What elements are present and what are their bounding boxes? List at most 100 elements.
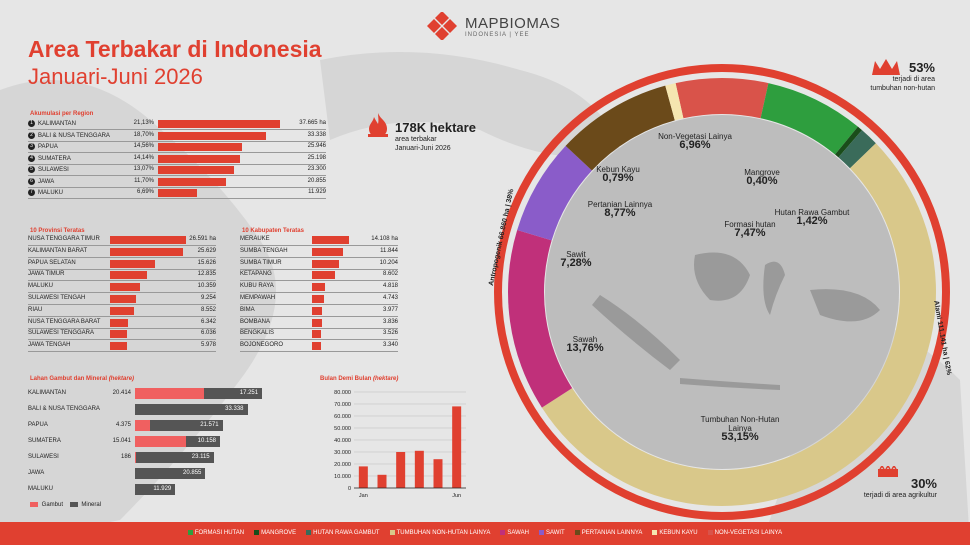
regency-value: 4.743 xyxy=(382,295,398,301)
peat-row-label: KALIMANTAN xyxy=(28,390,66,396)
province-value: 9.254 xyxy=(200,295,216,301)
province-row-label: JAWA TIMUR xyxy=(28,271,65,278)
donut-label: Sawah 13,76% xyxy=(545,335,625,354)
monthly-y-tick: 50.000 xyxy=(334,426,351,432)
region-name: PAPUA xyxy=(38,144,58,151)
region-rank-badge: 2 xyxy=(28,131,35,139)
map-island xyxy=(680,378,780,390)
regency-row-label: BOMBANA xyxy=(240,318,271,325)
peat-bar-mineral xyxy=(203,388,263,399)
regency-row-label: MERAUKE xyxy=(240,236,270,242)
footer-legend-label: SAWAH xyxy=(507,530,529,537)
region-name: SUMATERA xyxy=(38,155,71,162)
region-value: 23.300 xyxy=(307,166,326,172)
peat-legend-mineral-swatch xyxy=(69,502,78,507)
province-row-rule xyxy=(28,256,216,258)
province-row-rule xyxy=(28,315,216,317)
region-value: 25.198 xyxy=(307,154,326,161)
peat-value-gambut: 20.414 xyxy=(112,390,131,396)
regency-value: 3.836 xyxy=(382,318,398,325)
province-bar xyxy=(110,271,147,280)
mapbiomas-logo-icon xyxy=(427,12,457,40)
footer-legend-swatch xyxy=(389,530,395,536)
peat-value-gambut: 15.041 xyxy=(112,438,131,444)
peat-value-mineral: 10.158 xyxy=(197,438,217,444)
province-row-rule xyxy=(28,304,216,305)
province-row-rule xyxy=(28,292,216,294)
peat-bar-gambut xyxy=(135,436,186,447)
footer-legend-swatch xyxy=(538,530,544,536)
region-name: BALI & NUSA TENGGARA xyxy=(38,132,110,139)
regency-row-label: SUMBA TIMUR xyxy=(240,259,282,266)
peat-row-label: PAPUA xyxy=(28,422,48,428)
regency-row-label: BENGKALIS xyxy=(240,330,275,337)
donut-label: Hutan Rawa Gambut 1,42% xyxy=(772,208,852,227)
callout-nonforest: 53% terjadi di area tumbuhan non-hutan xyxy=(850,60,935,93)
regency-value: 14.108 ha xyxy=(371,236,398,242)
donut-slice xyxy=(838,130,876,169)
regency-row-rule xyxy=(240,268,398,270)
region-row-rule xyxy=(28,175,326,176)
regency-value: 3.526 xyxy=(382,330,398,337)
province-bar xyxy=(110,306,135,315)
footer-legend-swatch xyxy=(306,530,312,536)
province-value: 12.835 xyxy=(197,271,216,278)
province-bar xyxy=(110,236,186,244)
regency-value: 8.602 xyxy=(382,271,398,278)
region-value: 33.338 xyxy=(307,131,326,138)
regency-bar xyxy=(312,330,322,339)
regency-row-rule xyxy=(240,280,398,282)
donut-label-percent: 53,15% xyxy=(721,431,759,443)
callout-agri-text1: terjadi di area agrikultur xyxy=(863,492,937,499)
province-bar xyxy=(110,295,137,303)
province-value: 25.629 xyxy=(197,247,216,254)
region-row-rule xyxy=(28,152,326,153)
donut-label-percent: 0,40% xyxy=(746,175,778,187)
peat-legend-gambut: Gambut xyxy=(41,502,64,509)
donut-label-name: Mangrove xyxy=(744,168,780,177)
peat-bar-mineral xyxy=(135,468,206,479)
peat-bar-mineral xyxy=(185,436,221,447)
donut-slice xyxy=(517,145,592,241)
region-row-rule xyxy=(28,186,326,188)
province-row-label: KALIMANTAN BARAT xyxy=(28,247,88,254)
province-value: 5.978 xyxy=(200,342,216,349)
regency-row-rule xyxy=(240,339,398,341)
peat-chart: KALIMANTAN 20.414 17.251 BALI & NUSA TENGGA… xyxy=(28,388,318,500)
donut-label-percent: 1,42% xyxy=(796,215,828,227)
callout-nonforest-text2: tumbuhan non-hutan xyxy=(870,85,935,92)
donut-label-percent: 0,79% xyxy=(602,172,634,184)
monthly-bar xyxy=(414,450,424,488)
region-bar xyxy=(158,131,267,140)
monthly-x-tick: Jun xyxy=(452,493,461,499)
footer-legend-label: NON-VEGETASI LAINYA xyxy=(714,530,783,537)
callout-nonforest-text1: terjadi di area xyxy=(892,76,935,83)
regency-value: 4.818 xyxy=(382,283,398,290)
province-chart: NUSA TENGGARA TIMUR 26.591 ha KALIMANTAN B… xyxy=(28,236,228,356)
region-row-label: 6 JAWA xyxy=(28,177,54,185)
regency-row-label: BIMA xyxy=(240,306,255,313)
regency-row-label: SUMBA TENGAH xyxy=(240,247,288,254)
region-bar xyxy=(158,189,197,197)
province-bar xyxy=(110,318,129,327)
ring-label-anthropogenic: Antropogenik 66.860 ha | 38% xyxy=(478,160,515,290)
peat-bar-mineral xyxy=(135,484,176,495)
regency-bar xyxy=(312,306,323,315)
region-chart: 1 KALIMANTAN 21,13% 37.665 ha 2 BALI & NUSA T… xyxy=(28,120,328,205)
donut-slice xyxy=(835,126,863,158)
region-rank-badge: 4 xyxy=(28,154,35,162)
region-bar xyxy=(158,120,281,128)
region-rank-badge: 3 xyxy=(28,143,35,150)
ring-label-natural: Alami 111.141 ha | 62% xyxy=(925,300,952,430)
province-row-rule xyxy=(28,351,216,353)
monthly-y-tick: 80.000 xyxy=(334,390,351,396)
monthly-bar xyxy=(377,474,387,488)
monthly-y-tick: 60.000 xyxy=(334,414,351,420)
province-row-rule xyxy=(28,245,216,246)
region-row-rule xyxy=(28,163,326,165)
province-value: 8.552 xyxy=(200,306,216,313)
donut-label-name: Pertanian Lainnya xyxy=(587,200,653,209)
peat-value-mineral: 33.338 xyxy=(225,406,244,412)
footer-legend-item: TUMBUHAN NON-HUTAN LAINYA xyxy=(389,530,490,537)
province-row-label: PAPUA SELATAN xyxy=(28,259,76,266)
